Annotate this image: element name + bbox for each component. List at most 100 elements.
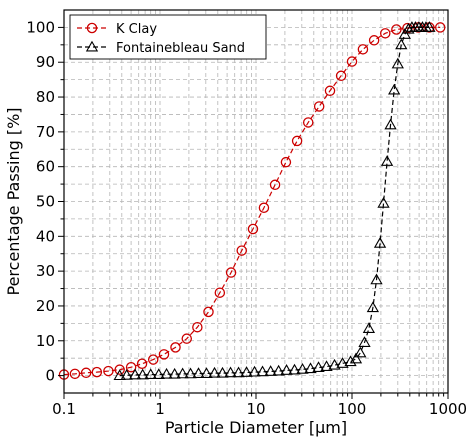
- data-point: [312, 361, 325, 373]
- data-point: [103, 365, 114, 377]
- data-point: [320, 360, 333, 371]
- data-point: [280, 364, 293, 375]
- data-point: [402, 22, 415, 34]
- data-point: [328, 358, 341, 370]
- data-point: [80, 367, 92, 379]
- data-point: [128, 368, 142, 380]
- data-point: [247, 223, 259, 235]
- legend-marker: [85, 40, 99, 52]
- data-point: [324, 85, 336, 97]
- data-point: [176, 367, 189, 379]
- y-tick-label: 60: [36, 158, 55, 176]
- data-point: [160, 367, 173, 379]
- y-tick-label: 40: [36, 227, 55, 245]
- data-point: [296, 363, 309, 374]
- data-point: [168, 367, 181, 379]
- data-point: [395, 38, 408, 50]
- y-tick-label: 20: [36, 297, 55, 315]
- data-point: [144, 368, 157, 379]
- legend-label: K Clay: [116, 22, 157, 37]
- data-point: [373, 236, 387, 248]
- data-point: [113, 369, 126, 381]
- data-point: [423, 21, 436, 32]
- data-point: [224, 366, 237, 378]
- data-point: [200, 367, 213, 378]
- data-point: [208, 366, 221, 378]
- data-point: [354, 346, 367, 358]
- data-point: [377, 196, 390, 208]
- data-point: [368, 35, 380, 46]
- x-tick-label: 1: [155, 400, 165, 418]
- data-point: [269, 179, 281, 191]
- data-point: [349, 352, 363, 364]
- data-point: [291, 135, 303, 147]
- data-point: [391, 24, 402, 35]
- legend-frame: [69, 14, 267, 60]
- data-point: [114, 364, 125, 375]
- data-point: [366, 301, 380, 313]
- data-point: [152, 368, 165, 379]
- y-tick-label: 0: [45, 367, 55, 385]
- legend-label: Fontainebleau Sand: [116, 41, 245, 56]
- data-point: [357, 44, 369, 55]
- series-1: [113, 21, 436, 381]
- data-point: [192, 321, 203, 333]
- data-point: [362, 322, 376, 334]
- data-point: [69, 368, 81, 380]
- data-point: [384, 118, 397, 130]
- y-tick-label: 30: [36, 262, 55, 280]
- data-point: [379, 28, 391, 39]
- y-tick-label: 90: [36, 53, 55, 71]
- data-point: [388, 83, 401, 95]
- data-point: [264, 365, 277, 376]
- data-point: [232, 366, 245, 378]
- y-tick-label: 100: [26, 18, 55, 36]
- legend: K Clay Fontainebleau Sand: [69, 14, 267, 60]
- legend-marker: [86, 22, 98, 34]
- data-point: [370, 273, 383, 285]
- data-point: [272, 364, 285, 376]
- ticks: 0.1 1 10 100 1000 0 10 20 30 40 50 60 70 80 90 100: [26, 18, 467, 418]
- data-point: [225, 267, 237, 278]
- data-point: [216, 366, 229, 378]
- data-point: [136, 358, 148, 370]
- data-point: [336, 357, 349, 368]
- data-point: [203, 306, 214, 318]
- data-point: [248, 365, 261, 377]
- data-point: [214, 287, 226, 298]
- data-point: [170, 342, 181, 353]
- data-point: [391, 57, 404, 69]
- legend-item: K Clay: [77, 22, 157, 37]
- y-axis-title: Percentage Passing [%]: [4, 107, 23, 295]
- data-point: [434, 22, 446, 33]
- data-point: [240, 366, 253, 377]
- data-point: [258, 202, 270, 214]
- grid: [63, 10, 448, 393]
- data-point: [147, 354, 159, 365]
- data-point: [288, 363, 301, 375]
- data-point: [335, 70, 347, 82]
- data-point: [181, 333, 193, 344]
- data-point: [236, 245, 247, 256]
- data-point: [346, 56, 358, 67]
- x-tick-label: 1000: [429, 400, 467, 418]
- data-point: [304, 362, 317, 374]
- x-tick-label: 0.1: [52, 400, 76, 418]
- data-point: [136, 368, 149, 380]
- y-tick-label: 70: [36, 123, 55, 141]
- data-point: [398, 28, 411, 39]
- data-point: [358, 336, 371, 347]
- legend-item: Fontainebleau Sand: [77, 40, 245, 56]
- x-tick-label: 100: [338, 400, 367, 418]
- series-layer: [58, 21, 446, 381]
- y-tick-label: 80: [36, 88, 55, 106]
- y-tick-label: 50: [36, 193, 55, 211]
- data-point: [256, 365, 269, 377]
- data-point: [313, 101, 325, 112]
- y-tick-label: 10: [36, 332, 55, 350]
- data-point: [280, 156, 292, 168]
- data-point: [158, 349, 170, 360]
- x-tick-label: 10: [246, 400, 265, 418]
